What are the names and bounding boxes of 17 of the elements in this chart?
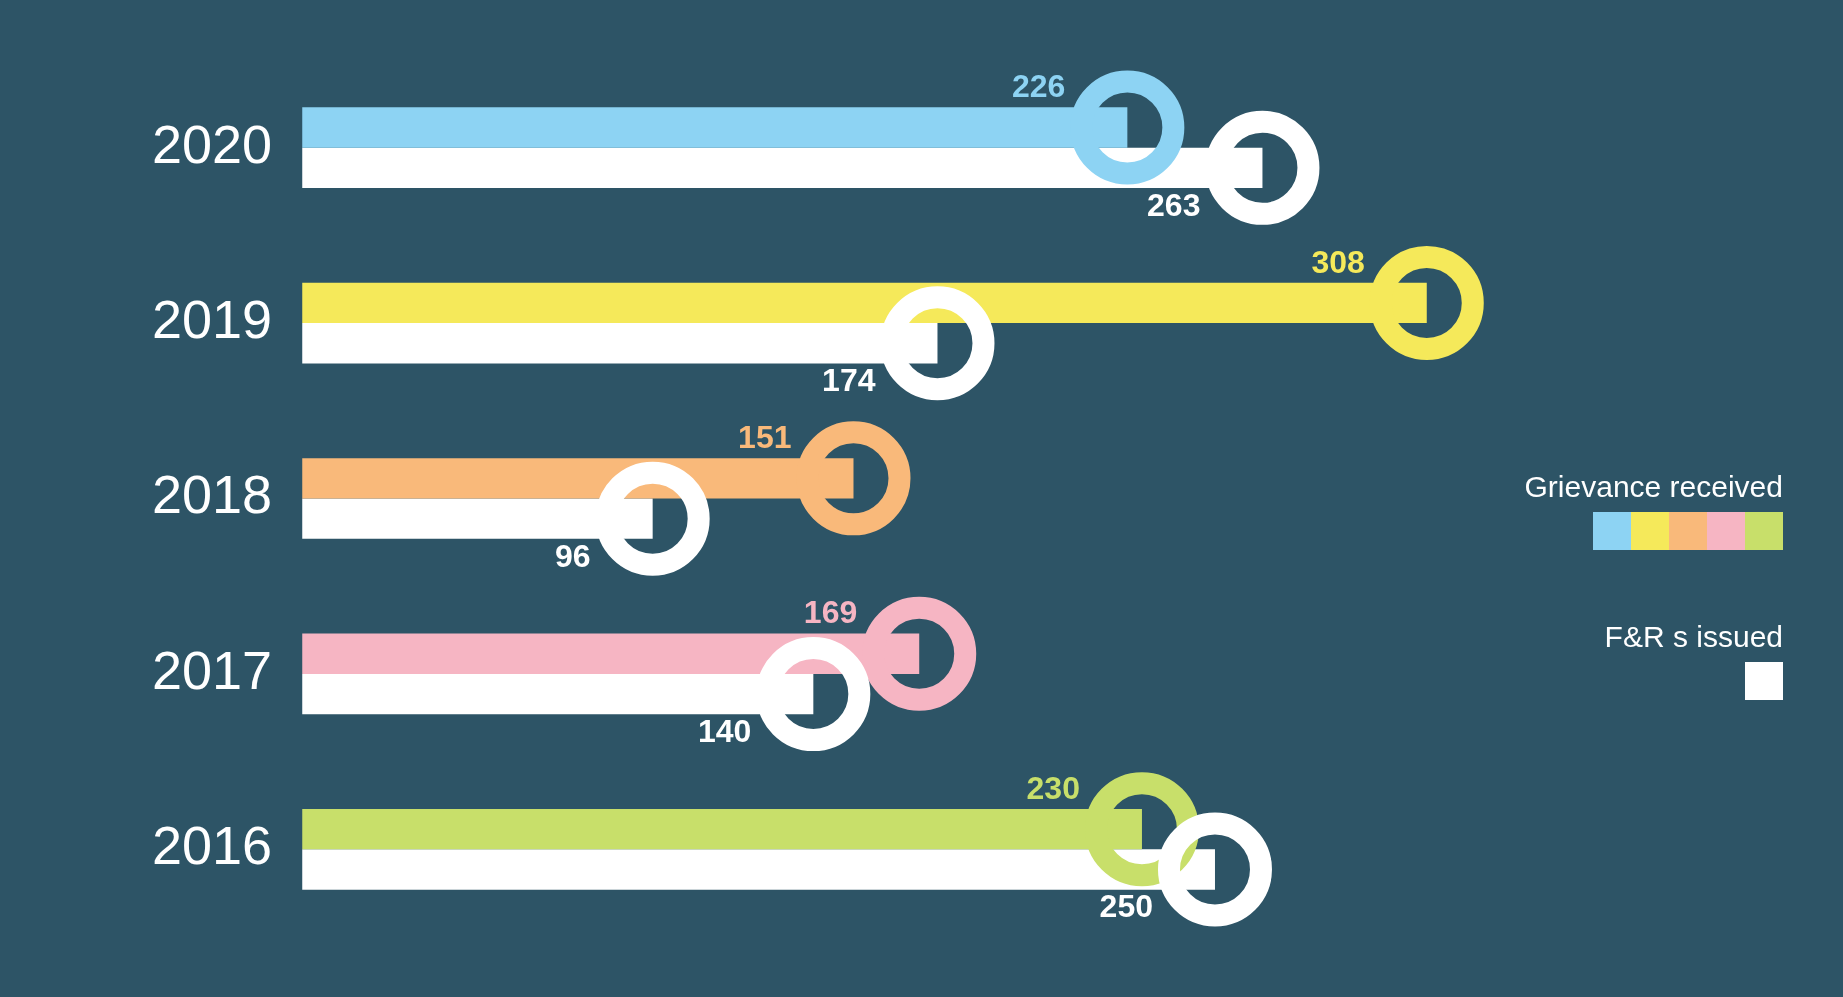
y-tick-label: 2017 (151, 639, 273, 700)
data-label: 151 (738, 418, 792, 455)
data-label: 230 (1026, 769, 1080, 806)
y-tick-label: 2019 (151, 288, 273, 349)
y-tick-label: 2020 (151, 113, 273, 174)
data-label: 263 (1147, 186, 1201, 223)
data-label: 250 (1099, 888, 1153, 925)
data-label: 169 (803, 594, 858, 631)
data-label: 226 (1011, 68, 1066, 105)
data-label: 174 (822, 362, 876, 399)
y-tick-label: 2016 (151, 815, 273, 876)
data-label: 140 (697, 713, 752, 750)
y-tick-label: 2018 (151, 464, 273, 525)
data-label: 96 (555, 537, 591, 574)
text: Grievance received (1524, 470, 1783, 504)
data-label: 308 (1311, 243, 1365, 280)
text: F&R s issued (1603, 620, 1783, 654)
